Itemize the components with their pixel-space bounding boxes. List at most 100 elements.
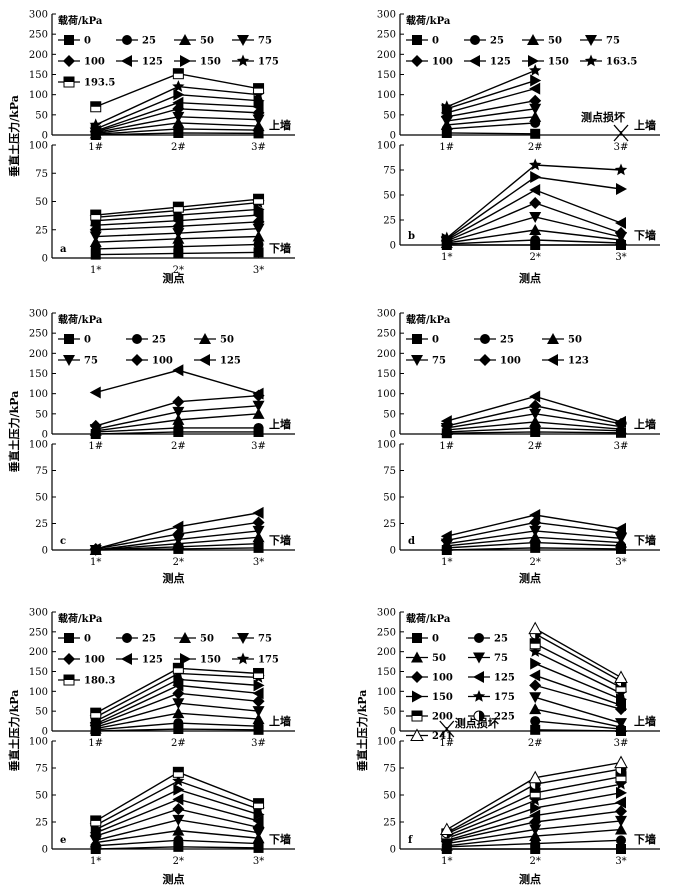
legend-label: 25: [142, 634, 156, 645]
top-point-50: [529, 703, 542, 715]
legend-marker-175: [236, 54, 250, 67]
top-xtick-label: 3#: [614, 441, 629, 452]
panel-tag: f: [408, 835, 413, 846]
legend-marker-241: [410, 728, 424, 741]
legend-title: 载荷/kPa: [58, 14, 103, 27]
legend-marker-75: [411, 355, 423, 366]
legend-label: 75: [258, 36, 272, 47]
bottom-ytick-label: 0: [42, 845, 48, 856]
bottom-ytick-label: 50: [383, 493, 396, 504]
bottom-ytick-label: 50: [35, 791, 48, 802]
legend-label: 100: [84, 57, 105, 68]
legend-label: 200: [432, 712, 453, 723]
top-point-125: [529, 669, 541, 682]
top-point-25: [173, 718, 184, 729]
top-series-line-125: [534, 674, 622, 706]
top-point-175: [172, 80, 185, 92]
top-point-50: [172, 413, 185, 425]
legend-title: 载荷/kPa: [58, 612, 103, 625]
y-axis-title: 垂直土压力/kPa: [7, 95, 21, 177]
bottom-point-50: [529, 224, 542, 235]
legend-marker-175: [472, 690, 486, 702]
top-ytick-label: 300: [29, 10, 48, 21]
bottom-point-25: [173, 835, 184, 846]
legend-label: 125: [494, 673, 515, 684]
legend-marker-125: [121, 55, 132, 67]
panel-tag: e: [60, 835, 66, 846]
legend-label: 75: [84, 356, 98, 367]
top-ytick-label: 100: [29, 389, 48, 400]
top-point-150: [253, 679, 265, 692]
top-series-line-75: [534, 696, 622, 724]
legend-marker-100: [131, 354, 143, 366]
top-point-75: [529, 103, 542, 115]
bottom-point-193.5: [90, 209, 102, 221]
bottom-point-123: [615, 522, 626, 535]
legend-label: 75: [494, 653, 508, 664]
bottom-ytick-label: 0: [390, 845, 396, 856]
top-ytick-label: 300: [29, 309, 48, 320]
top-series-line-0: [446, 132, 536, 135]
bottom-point-150: [530, 171, 542, 183]
bottom-point-125: [615, 796, 626, 809]
top-point-50: [252, 407, 265, 419]
legend-label: 50: [200, 36, 214, 47]
bottom-point-100: [615, 805, 627, 818]
bottom-point-75: [615, 815, 627, 827]
legend-marker-123: [547, 354, 558, 366]
top-ytick-label: 150: [377, 70, 396, 81]
legend-marker-25: [122, 35, 132, 45]
top-point-175: [89, 118, 102, 131]
bottom-wall-label: 下墙: [269, 832, 291, 846]
top-xtick-label: 3#: [251, 441, 266, 452]
x-axis-title: 测点: [519, 271, 541, 285]
legend-marker-0: [412, 334, 422, 344]
legend-marker-100: [63, 55, 75, 67]
bottom-wall-label: 下墙: [634, 533, 656, 547]
legend-label: 50: [220, 335, 234, 346]
top-xtick-label: 1#: [88, 441, 103, 452]
legend-label: 225: [494, 712, 515, 723]
legend-title: 载荷/kPa: [406, 612, 451, 625]
top-point-100: [529, 679, 542, 692]
top-point-175: [529, 645, 542, 657]
top-xtick-label: 3#: [614, 738, 629, 749]
bottom-point-100: [615, 227, 627, 239]
top-point-150: [173, 88, 185, 101]
bottom-point-241: [614, 755, 628, 769]
legend-marker-125: [469, 55, 480, 67]
legend-label: 150: [200, 57, 221, 68]
top-point-100: [89, 419, 102, 432]
bottom-ytick-label: 100: [377, 141, 396, 152]
bottom-xtick-label: 3*: [615, 557, 626, 568]
top-series-line-200: [534, 643, 622, 688]
bottom-point-100: [172, 803, 185, 816]
top-xtick-label: 1#: [439, 738, 454, 749]
top-xtick-label: 2#: [528, 441, 543, 452]
bottom-point-150: [530, 801, 542, 814]
x-axis-title: 测点: [163, 571, 185, 585]
legend-marker-50: [547, 333, 559, 344]
top-ytick-label: 250: [377, 329, 396, 340]
top-ytick-label: 150: [29, 70, 48, 81]
legend-label: 125: [142, 655, 163, 666]
top-ytick-label: 250: [29, 30, 48, 41]
bottom-point-163.5: [614, 163, 628, 176]
top-wall-label: 上墙: [634, 714, 656, 728]
top-series-line-150: [534, 662, 622, 700]
bottom-ytick-label: 0: [390, 546, 396, 557]
top-ytick-label: 200: [29, 349, 48, 360]
top-point-193.5: [90, 101, 102, 113]
legend-marker-0: [64, 334, 74, 344]
legend-label: 150: [548, 57, 569, 68]
top-ytick-label: 50: [35, 707, 48, 718]
top-point-50: [172, 707, 185, 719]
bottom-xtick-label: 3*: [615, 856, 626, 867]
legend-marker-125: [473, 671, 484, 683]
top-series-line-50: [446, 116, 536, 126]
legend-label: 50: [548, 36, 562, 47]
legend-label: 125: [220, 356, 241, 367]
bottom-wall-label: 下墙: [634, 228, 656, 242]
